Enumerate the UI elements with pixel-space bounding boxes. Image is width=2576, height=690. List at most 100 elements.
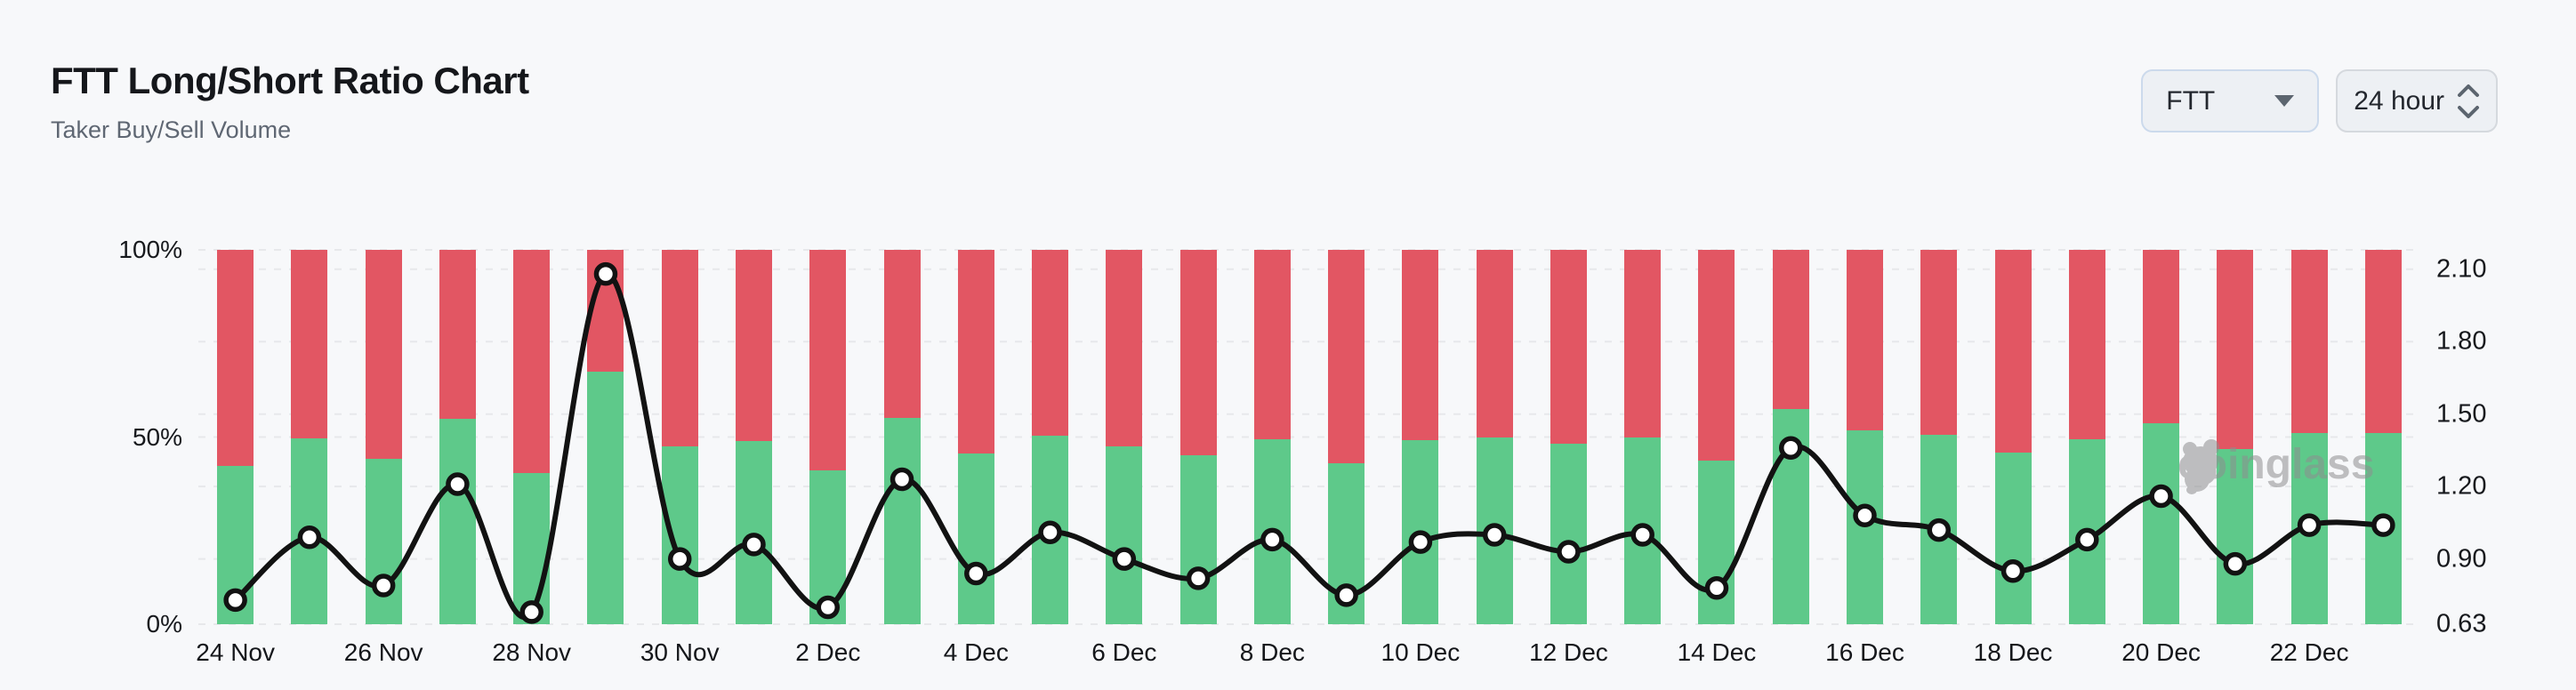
sell-segment — [1698, 250, 1735, 461]
interval-select[interactable]: 24 hour — [2336, 69, 2498, 132]
buy-segment — [1106, 446, 1143, 624]
ratio-point[interactable] — [742, 533, 766, 557]
volume-bar[interactable] — [1994, 250, 2032, 624]
buy-segment — [1550, 444, 1587, 624]
x-axis-label: 4 Dec — [943, 638, 1009, 666]
volume-bar[interactable] — [217, 250, 254, 624]
sell-segment — [883, 250, 921, 418]
ratio-point[interactable] — [1630, 523, 1654, 547]
ratio-point[interactable] — [223, 588, 247, 613]
x-axis-label: 6 Dec — [1091, 638, 1157, 666]
sell-segment — [2290, 250, 2328, 434]
ratio-point[interactable] — [1482, 523, 1507, 547]
sell-segment — [2364, 250, 2402, 434]
x-axis-label: 22 Dec — [2269, 638, 2349, 666]
buy-segment — [2143, 422, 2180, 624]
ratio-point[interactable] — [1186, 566, 1211, 590]
symbol-select[interactable]: FTT — [2141, 69, 2320, 132]
x-axis-label: 26 Nov — [343, 638, 423, 666]
ratio-point[interactable] — [1408, 530, 1433, 554]
buy-segment — [957, 453, 994, 624]
volume-bar[interactable] — [2143, 250, 2180, 624]
volume-bar[interactable] — [587, 250, 624, 624]
volume-bar[interactable] — [1550, 250, 1587, 624]
ratio-point[interactable] — [1334, 583, 1358, 607]
sell-segment — [1253, 250, 1291, 439]
ratio-point[interactable] — [1927, 518, 1952, 542]
volume-bar[interactable] — [365, 250, 402, 624]
ratio-point[interactable] — [446, 472, 470, 496]
x-axis-label: 12 Dec — [1529, 638, 1608, 666]
ratio-point[interactable] — [890, 467, 914, 492]
ratio-point[interactable] — [2297, 513, 2322, 537]
volume-bar[interactable] — [1179, 250, 1217, 624]
x-axis-label: 18 Dec — [1973, 638, 2053, 666]
x-axis-label: 2 Dec — [795, 638, 861, 666]
volume-bar[interactable] — [1106, 250, 1143, 624]
right-axis-label: 1.20 — [2436, 471, 2487, 501]
sell-segment — [736, 250, 772, 441]
ratio-point[interactable] — [2371, 513, 2395, 537]
ratio-point[interactable] — [816, 595, 841, 620]
sell-segment — [1328, 250, 1365, 464]
volume-bar[interactable] — [883, 250, 921, 624]
x-axis-label: 30 Nov — [640, 638, 720, 666]
ratio-point[interactable] — [519, 600, 543, 624]
volume-bar[interactable] — [1847, 250, 1883, 624]
ratio-point[interactable] — [1778, 436, 1803, 460]
sell-segment — [1106, 250, 1143, 447]
volume-bar[interactable] — [957, 250, 994, 624]
ratio-point[interactable] — [1038, 520, 1062, 545]
ratio-point[interactable] — [2149, 484, 2173, 509]
volume-bar[interactable] — [1772, 250, 1809, 624]
buy-segment — [736, 440, 772, 624]
ratio-point[interactable] — [1112, 547, 1137, 571]
ratio-point[interactable] — [371, 574, 396, 598]
right-axis-label: 2.10 — [2436, 254, 2487, 284]
left-axis-label: 100% — [118, 236, 182, 263]
volume-bar[interactable] — [2217, 250, 2254, 624]
ratio-point[interactable] — [1853, 503, 1877, 528]
volume-bar[interactable] — [1476, 250, 1513, 624]
right-axis-label: 1.50 — [2436, 399, 2487, 429]
interval-select-value: 24 hour — [2354, 85, 2444, 116]
buy-segment — [513, 473, 551, 624]
ratio-point[interactable] — [2000, 558, 2025, 583]
left-axis-label: 50% — [132, 422, 182, 451]
sell-segment — [1476, 250, 1513, 437]
volume-bar[interactable] — [1328, 250, 1365, 624]
sell-segment — [1624, 250, 1662, 437]
ratio-point[interactable] — [2223, 551, 2248, 576]
header: FTT Long/Short Ratio Chart Taker Buy/Sel… — [51, 60, 529, 144]
buy-segment — [1179, 455, 1217, 624]
page-subtitle: Taker Buy/Sell Volume — [51, 116, 292, 143]
x-axis-label: 14 Dec — [1677, 638, 1757, 666]
right-axis-label: 1.80 — [2436, 326, 2487, 356]
volume-bar[interactable] — [736, 250, 772, 624]
sell-segment — [1032, 250, 1069, 437]
symbol-select-value: FTT — [2166, 85, 2216, 116]
volume-bar[interactable] — [2364, 250, 2402, 624]
volume-bar[interactable] — [513, 250, 551, 624]
ratio-point[interactable] — [1557, 540, 1581, 564]
ratio-point[interactable] — [2075, 527, 2099, 552]
ratio-point[interactable] — [964, 561, 988, 586]
ratio-point[interactable] — [297, 525, 322, 550]
volume-bar[interactable] — [439, 250, 476, 624]
x-axis-label: 8 Dec — [1239, 638, 1305, 666]
ratio-point[interactable] — [1704, 576, 1729, 600]
ratio-point[interactable] — [593, 261, 618, 286]
sell-segment — [1772, 250, 1809, 409]
volume-bar[interactable] — [1032, 250, 1069, 624]
sell-segment — [217, 250, 254, 467]
buy-segment — [1994, 452, 2032, 624]
ratio-point[interactable] — [667, 547, 692, 571]
sell-segment — [1402, 250, 1439, 440]
left-axis-label: 0% — [146, 610, 182, 638]
ratio-point[interactable] — [1260, 527, 1284, 552]
buy-segment — [883, 417, 921, 624]
volume-bar[interactable] — [661, 250, 698, 624]
volume-bar[interactable] — [1698, 250, 1735, 624]
buy-segment — [2217, 448, 2254, 624]
